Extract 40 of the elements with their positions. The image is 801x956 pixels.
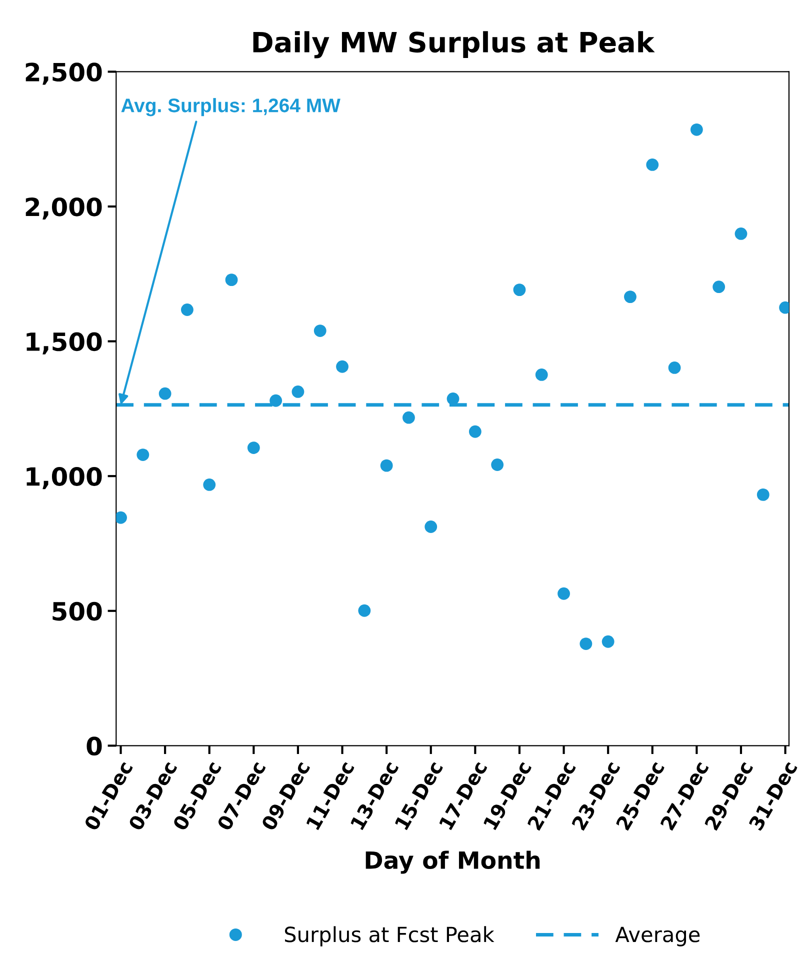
point (314, 324, 326, 337)
point (380, 459, 393, 472)
point (181, 304, 194, 316)
point (513, 284, 526, 296)
point (712, 280, 726, 294)
point (602, 635, 614, 648)
y-tick-label: 2,000 (26, 197, 102, 220)
y-tick-label: 0 (86, 736, 102, 756)
y-tick-label: 1,000 (26, 467, 102, 490)
point (491, 458, 504, 471)
point (558, 587, 570, 600)
x-axis-title: Day of Month (366, 850, 540, 874)
point (446, 392, 460, 405)
y-tick-label: 2,500 (26, 62, 102, 85)
point (158, 387, 172, 400)
point (358, 604, 371, 617)
point (624, 290, 636, 304)
legend-label: Average (615, 926, 700, 946)
point (535, 368, 548, 381)
point (225, 274, 238, 286)
point (136, 448, 150, 461)
point (247, 442, 260, 454)
point (668, 362, 681, 374)
point (690, 123, 703, 136)
y-tick-label: 1,500 (26, 332, 102, 354)
point (336, 360, 348, 373)
point (270, 394, 282, 407)
chart-title: Daily MW Surplus at Peak (253, 31, 655, 58)
point (646, 158, 659, 171)
legend-label: Surplus at Fcst Peak (284, 926, 494, 946)
point (734, 228, 748, 240)
point (402, 411, 415, 424)
point (580, 638, 592, 650)
point (468, 425, 482, 438)
point (756, 488, 770, 501)
point (292, 385, 304, 398)
point (203, 478, 216, 491)
y-tick-label: 500 (52, 602, 102, 621)
point (424, 520, 438, 533)
annotation: Avg. Surplus: 1,264 MW (121, 98, 340, 116)
